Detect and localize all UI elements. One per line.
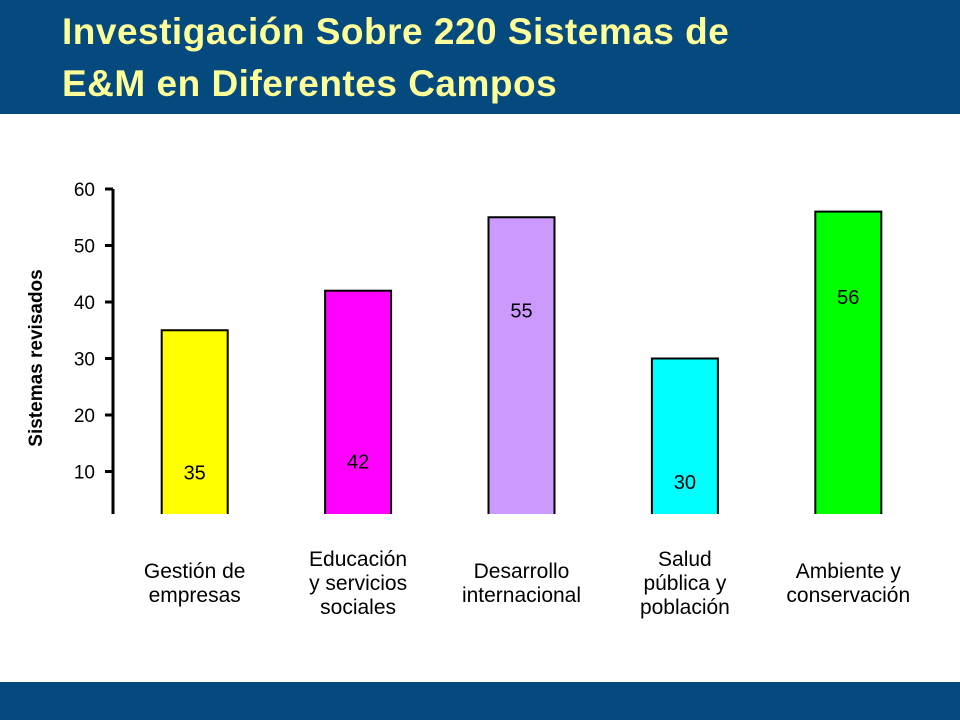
- y-tick-group: 0102030405060: [74, 180, 113, 484]
- x-category-label-line: Gestión de: [143, 560, 246, 583]
- x-category-label: Gestión de empresas: [120, 560, 270, 608]
- bar: [487, 216, 556, 514]
- x-category-label-line: sociales: [320, 596, 397, 619]
- y-tick-label: 60: [74, 180, 95, 201]
- x-category-label-line: población: [639, 596, 730, 619]
- x-category-label-line: internacional: [461, 584, 582, 607]
- x-category-label-line: Ambiente y: [795, 560, 901, 583]
- bar-value-label: 30: [674, 472, 696, 494]
- x-category-label: Desarrollo internacional: [447, 560, 597, 608]
- bar-value-label: 56: [837, 287, 859, 309]
- y-tick-label: 50: [74, 237, 95, 258]
- x-category-label-line: Desarrollo: [473, 560, 570, 583]
- x-category-label-line: Salud: [658, 548, 712, 571]
- bar-chart: Sistemas revisados 0102030405060 3542553…: [26, 180, 883, 514]
- title-banner: Investigación Sobre 220 Sistemas de E&M …: [0, 0, 960, 114]
- x-category-label: Educación y servicios sociales: [283, 548, 433, 620]
- y-tick-label: 40: [74, 293, 95, 314]
- title-line-2: E&M en Diferentes Campos: [62, 63, 558, 104]
- y-tick-label: 10: [74, 463, 95, 484]
- bar: [650, 357, 719, 514]
- bar-group: [160, 210, 883, 514]
- bar: [324, 289, 393, 514]
- x-category-label-line: y servicios: [309, 572, 408, 595]
- data-label-group: 35 42 55 30 56: [184, 287, 860, 494]
- bar-value-label: 35: [184, 463, 206, 485]
- x-category-label-line: pública y: [643, 572, 727, 595]
- bar-value-label: 55: [510, 300, 532, 322]
- footer-bar: [0, 682, 960, 720]
- x-category-label-line: conservación: [786, 584, 911, 607]
- x-category-label: Ambiente y conservación: [773, 560, 923, 608]
- y-tick-label: 30: [74, 350, 95, 371]
- bar-value-label: 42: [347, 452, 369, 474]
- x-category-label-line: Educación: [309, 548, 408, 571]
- x-category-label: Salud pública y población: [610, 548, 760, 620]
- x-category-label-line: empresas: [148, 584, 241, 607]
- page-title: Investigación Sobre 220 Sistemas de E&M …: [62, 6, 729, 110]
- y-axis-label: Sistemas revisados: [26, 269, 47, 446]
- bar: [814, 210, 883, 514]
- bar: [160, 329, 229, 514]
- title-line-1: Investigación Sobre 220 Sistemas de: [62, 11, 730, 52]
- y-tick-label: 20: [74, 406, 95, 427]
